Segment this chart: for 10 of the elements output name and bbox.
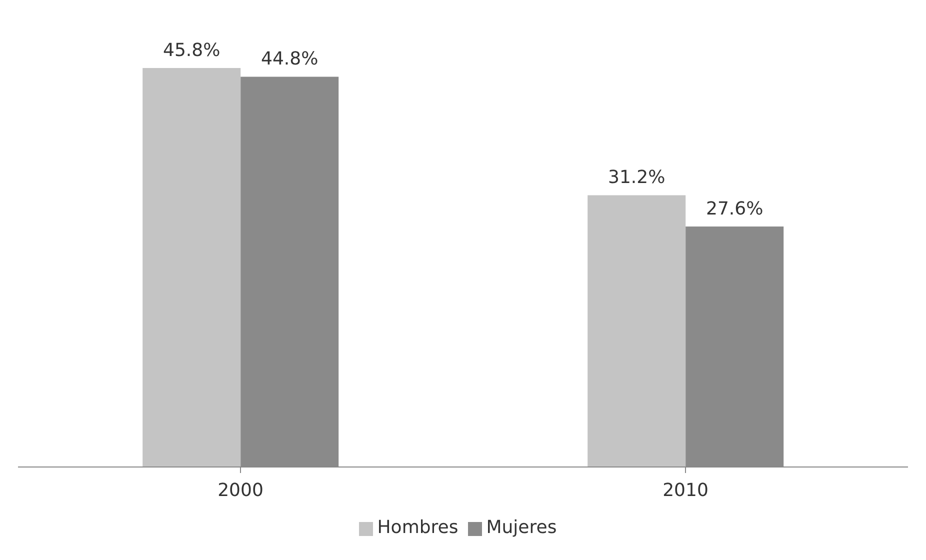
legend-label: Mujeres — [486, 517, 557, 538]
data-label: 27.6% — [706, 198, 764, 220]
bar — [142, 68, 241, 467]
x-tick-label: 2000 — [218, 480, 264, 501]
bar — [588, 195, 686, 467]
data-label: 45.8% — [163, 40, 220, 61]
legend-label: Hombres — [377, 517, 458, 538]
x-tick-label: 2010 — [662, 480, 708, 501]
data-label: 31.2% — [608, 167, 666, 188]
data-label: 44.8% — [261, 48, 318, 70]
